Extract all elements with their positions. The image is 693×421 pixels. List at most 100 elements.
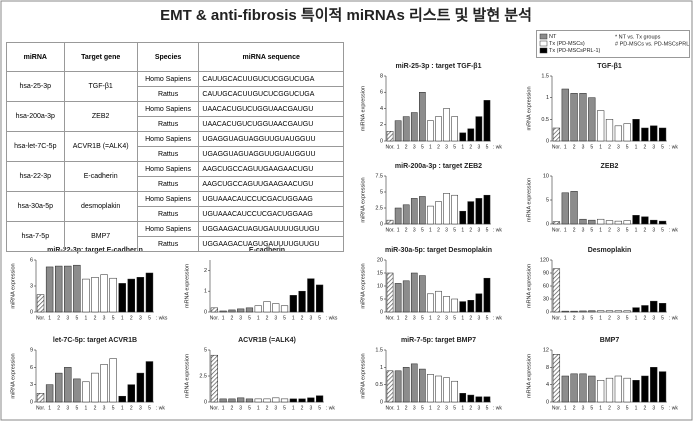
bar: [623, 220, 631, 225]
bar: [394, 370, 402, 403]
species-cell: Homo Sapiens: [136, 71, 200, 87]
bar: [588, 219, 596, 225]
x-tick-label: 5: [626, 144, 629, 150]
x-tick-label: 5: [590, 227, 593, 233]
sequence-cell: CAUUGCACUUGUCUCGGUCUGA: [198, 71, 344, 87]
x-unit: : wk: [493, 405, 502, 411]
bar: [459, 210, 467, 225]
bar: [658, 303, 667, 313]
x-tick-label: 1: [429, 315, 432, 321]
bar: [402, 280, 410, 313]
species-cell: Homo Sapiens: [136, 101, 200, 117]
chart-title: miR-25-3p : target TGF-β1: [396, 63, 482, 70]
table-header-cell: miRNA sequence: [198, 42, 344, 72]
bar: [82, 278, 90, 313]
x-tick-label: 5: [453, 227, 456, 233]
y-tick-label: 2: [380, 122, 383, 128]
bar: [263, 398, 271, 403]
x-unit: : wks: [156, 315, 168, 321]
species-cell: Rattus: [136, 176, 200, 192]
y-axis-label: mRNA expression: [526, 178, 532, 222]
bar: [54, 372, 63, 403]
x-tick-label: 3: [413, 227, 416, 233]
bar: [561, 192, 569, 225]
bar: [483, 396, 491, 403]
bar: [127, 278, 136, 313]
x-unit: : wk: [493, 227, 502, 233]
y-tick-label: 0: [546, 138, 549, 144]
y-axis-label: miRNA expression: [10, 353, 16, 398]
x-tick-label: 2: [130, 405, 133, 411]
bar: [605, 220, 614, 225]
bar: [386, 131, 394, 142]
x-tick-label: 5: [421, 315, 424, 321]
bar: [298, 398, 306, 403]
target-cell: ZEB2: [63, 101, 138, 132]
bar: [451, 380, 458, 403]
x-unit: : wk: [669, 315, 678, 321]
x-unit: : wk: [493, 315, 502, 321]
x-unit: : wk: [156, 405, 165, 411]
bar: [614, 125, 622, 142]
x-tick-label: 1: [397, 144, 400, 150]
x-tick-label: 5: [626, 315, 629, 321]
x-tick-label: 5: [661, 405, 664, 411]
x-tick-label: 5: [486, 405, 489, 411]
bar: [632, 119, 640, 142]
y-axis-label: miRNA expression: [360, 263, 366, 308]
x-tick-label: 2: [643, 405, 646, 411]
x-tick-label: 5: [318, 405, 321, 411]
bar: [570, 191, 578, 225]
bar: [467, 128, 475, 142]
x-tick-label: 2: [643, 227, 646, 233]
table-header-row: miRNA Target gene Species miRNA sequence: [6, 42, 344, 72]
bar: [109, 277, 117, 313]
bar: [650, 125, 658, 142]
x-tick-label: Nor.: [385, 405, 394, 411]
table-row: hsa-let-7C-5p ACVR1B (=ALK4) Homo Sapiens U…: [6, 131, 344, 162]
bar: [210, 354, 218, 403]
x-tick-label: 5: [421, 405, 424, 411]
y-tick-label: 8: [380, 73, 383, 79]
species-cell: Homo Sapiens: [136, 191, 200, 207]
x-tick-label: 2: [469, 144, 472, 150]
x-tick-label: 2: [266, 315, 269, 321]
x-tick-label: 2: [608, 227, 611, 233]
x-tick-label: 1: [48, 315, 51, 321]
x-tick-label: 1: [121, 315, 124, 321]
x-tick-label: 3: [652, 315, 655, 321]
x-tick-label: 2: [608, 405, 611, 411]
x-tick-label: 3: [617, 315, 620, 321]
bar: [219, 310, 227, 313]
x-tick-label: 5: [453, 144, 456, 150]
x-tick-label: Nor.: [385, 144, 394, 150]
table-row: hsa-22-3p E-cadherin Homo Sapiens AAGCUGCCA…: [6, 161, 344, 192]
bar: [650, 219, 658, 225]
x-tick-label: 1: [429, 405, 432, 411]
mirna-table: miRNA Target gene Species miRNA sequence hsa…: [6, 42, 344, 252]
chart-title: TGF-β1: [597, 63, 622, 70]
x-tick-label: 3: [477, 405, 480, 411]
y-tick-label: 6: [30, 365, 33, 371]
bar: [605, 119, 614, 142]
chart-title: miR-7-5p: target BMP7: [401, 337, 476, 344]
x-tick-label: 3: [617, 227, 620, 233]
bar: [475, 293, 483, 313]
x-tick-label: 2: [405, 405, 408, 411]
x-tick-label: 1: [429, 227, 432, 233]
bar: [91, 277, 99, 313]
x-tick-label: 2: [608, 315, 611, 321]
bar: [427, 205, 434, 225]
y-tick-label: 5: [204, 347, 207, 353]
species-cell: Rattus: [136, 206, 200, 222]
x-tick-label: 1: [599, 144, 602, 150]
x-tick-label: 1: [222, 315, 225, 321]
x-tick-label: 3: [239, 315, 242, 321]
bar: [483, 194, 491, 225]
species-cell: Homo Sapiens: [136, 221, 200, 237]
x-tick-label: 2: [94, 405, 97, 411]
x-tick-label: Nor.: [552, 144, 561, 150]
y-tick-label: 120: [540, 257, 549, 263]
bar: [650, 300, 658, 313]
species-cell: Homo Sapiens: [136, 131, 200, 147]
